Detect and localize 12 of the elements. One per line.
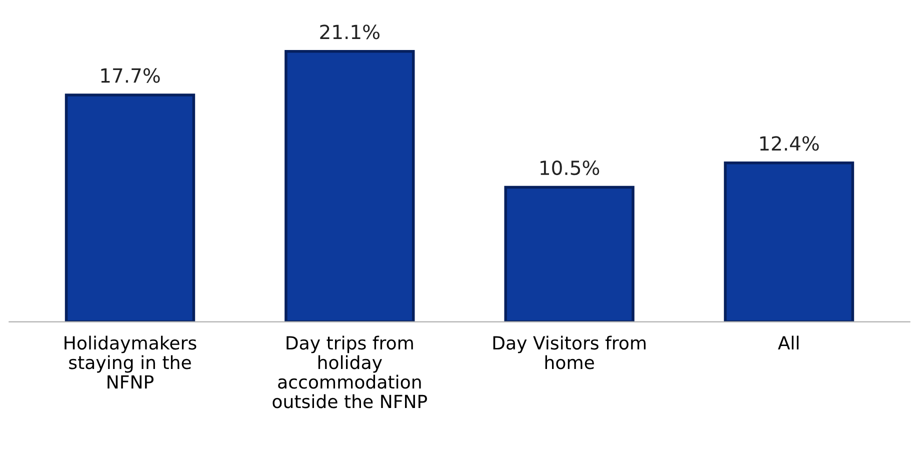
data-label: 21.1% [320, 24, 380, 40]
bar [64, 94, 196, 322]
x-tick-label: Holidaymakers staying in the NFNP [64, 336, 196, 388]
data-label: 12.4% [760, 136, 819, 151]
bar [504, 186, 634, 322]
x-tick-label: Day trips from holiday accommodation outside the NFNP [272, 336, 428, 408]
bar [724, 162, 854, 322]
data-label: 17.7% [101, 68, 160, 83]
bar [284, 50, 415, 322]
x-tick-label: All [778, 336, 798, 350]
data-label: 10.5% [540, 160, 600, 176]
x-tick-label: Day Visitors from home [493, 336, 646, 370]
